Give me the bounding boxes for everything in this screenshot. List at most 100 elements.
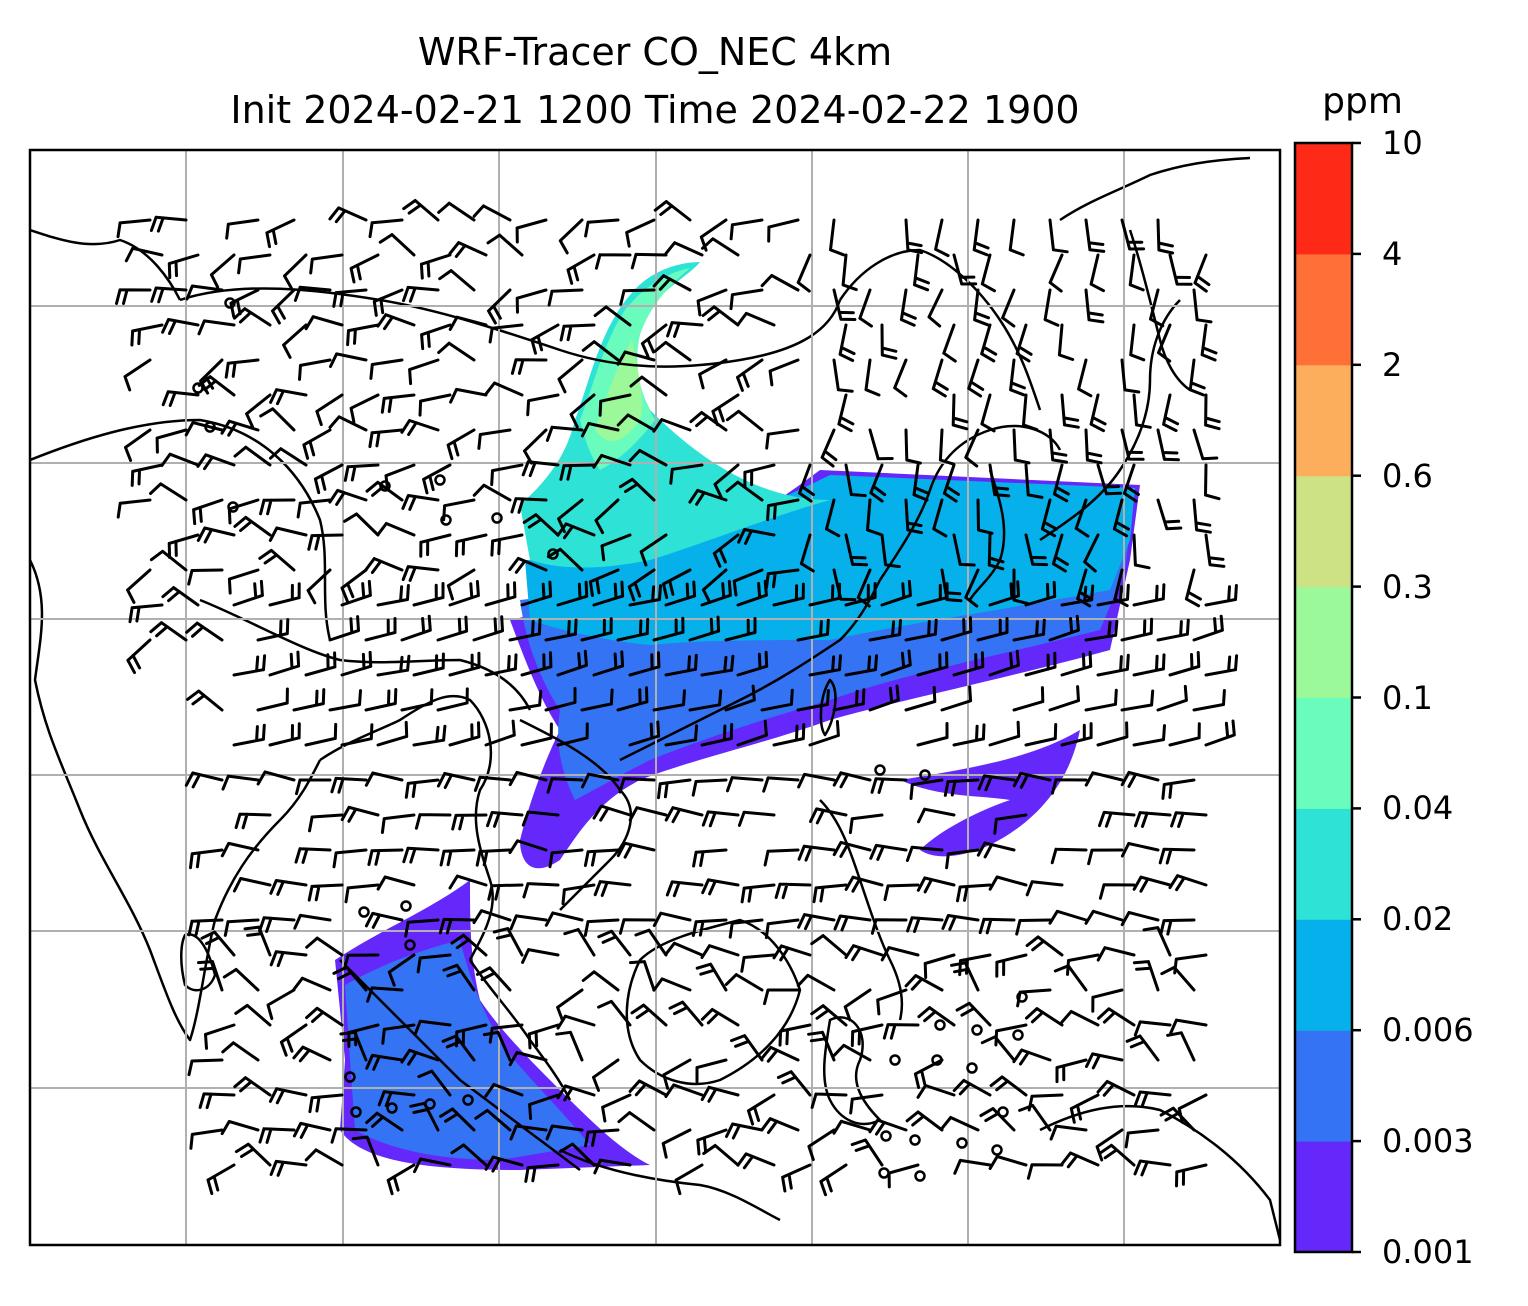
wind-barb (652, 977, 692, 992)
wind-barb (372, 288, 404, 317)
wind-barb (413, 1019, 452, 1036)
wind-barb (593, 1158, 632, 1175)
wind-barb (905, 845, 944, 862)
wind-barb (1048, 614, 1080, 642)
wind-barb (472, 204, 512, 222)
wind-barb (340, 723, 374, 747)
wind-barb (923, 953, 956, 979)
wind-barb (1024, 580, 1057, 607)
wind-barb (346, 323, 380, 347)
wind-barb (1132, 960, 1160, 992)
wind-barb (167, 533, 200, 559)
wind-barb (369, 358, 404, 380)
wind-barb (976, 841, 1016, 859)
wind-barb (484, 381, 524, 397)
wind-barb (912, 463, 930, 502)
wind-barb (349, 393, 380, 424)
wind-barb (807, 1128, 836, 1162)
wind-barb (880, 323, 898, 360)
wind-barb (221, 1041, 260, 1062)
wind-barb (699, 218, 728, 252)
wind-barb (484, 581, 517, 607)
wind-barb (227, 568, 260, 595)
wind-barb (454, 533, 488, 558)
coast-sakhalin (1128, 229, 1191, 392)
wind-barb (376, 720, 409, 747)
wind-barb (450, 933, 488, 957)
wind-barb (1120, 770, 1160, 788)
wind-barb (844, 463, 867, 498)
wind-barb (232, 723, 266, 747)
wind-barb (601, 1093, 632, 1123)
wind-barb (1024, 723, 1058, 747)
wind-barb (233, 307, 272, 327)
wind-barb (1069, 1093, 1100, 1124)
wind-barb (1060, 393, 1080, 429)
wind-barb (487, 288, 512, 325)
wind-barb (1162, 393, 1180, 433)
wind-barb (904, 618, 938, 642)
wind-barb (864, 358, 881, 397)
wind-barb (1120, 428, 1145, 461)
wind-barb (1089, 253, 1105, 293)
wind-barb (401, 494, 440, 511)
wind-barb (1132, 393, 1152, 429)
wind-barb (934, 218, 950, 258)
wind-barb (844, 533, 869, 567)
wind-barb (340, 568, 368, 603)
wind-barb (1125, 1034, 1160, 1062)
wind-barb (523, 428, 548, 465)
wind-barb (1077, 358, 1093, 398)
wind-barb (838, 323, 856, 362)
wind-barb (832, 840, 872, 858)
wind-barb (728, 918, 764, 939)
wind-barb (664, 806, 704, 824)
wind-barb (298, 358, 332, 381)
colorbar-tick-label: 0.1 (1382, 678, 1433, 717)
wind-barb (412, 724, 447, 747)
wind-barb (713, 463, 740, 499)
wind-barb (593, 305, 632, 327)
wind-barb (657, 778, 692, 800)
wind-barb (197, 960, 224, 992)
wind-barb (448, 721, 481, 747)
wind-barb (917, 807, 956, 824)
wind-barb (1048, 909, 1088, 925)
wind-barb (628, 720, 661, 747)
wind-barb (130, 463, 164, 487)
wind-barb (233, 1076, 272, 1097)
wind-barb (364, 911, 404, 929)
wind-barb (833, 914, 872, 932)
wind-barb (1156, 498, 1183, 531)
wind-barb (819, 1163, 848, 1197)
wind-barb (766, 498, 800, 522)
wind-barb (376, 522, 416, 537)
wind-barb (279, 1023, 308, 1057)
calm-wind-circle (358, 906, 370, 918)
wind-barb (980, 1035, 1016, 1062)
wind-barb (964, 568, 980, 608)
wind-barb (1192, 428, 1219, 461)
calm-wind-circle (440, 514, 452, 526)
wind-barb (724, 973, 764, 992)
wind-barb (293, 285, 332, 302)
wind-barb (581, 970, 620, 992)
wind-barb (726, 776, 764, 793)
wind-barb (555, 1030, 584, 1062)
wind-barb (309, 253, 344, 275)
colorbar-segment-4 (1295, 808, 1352, 920)
wind-barb (343, 512, 380, 537)
wind-barb (1193, 253, 1211, 293)
wind-barb (993, 813, 1028, 835)
wind-barb (1051, 533, 1069, 573)
wind-barb (976, 617, 1009, 642)
map-title-line-1: WRF-Tracer CO_NEC 4km (417, 30, 893, 74)
wind-barb (688, 615, 721, 642)
wind-barb (130, 323, 164, 347)
wind-barb (420, 323, 452, 351)
wind-barb (618, 477, 656, 502)
wind-barb (265, 218, 296, 249)
wind-barb (128, 603, 164, 624)
wind-barb (526, 393, 560, 417)
wind-barb (330, 776, 368, 794)
